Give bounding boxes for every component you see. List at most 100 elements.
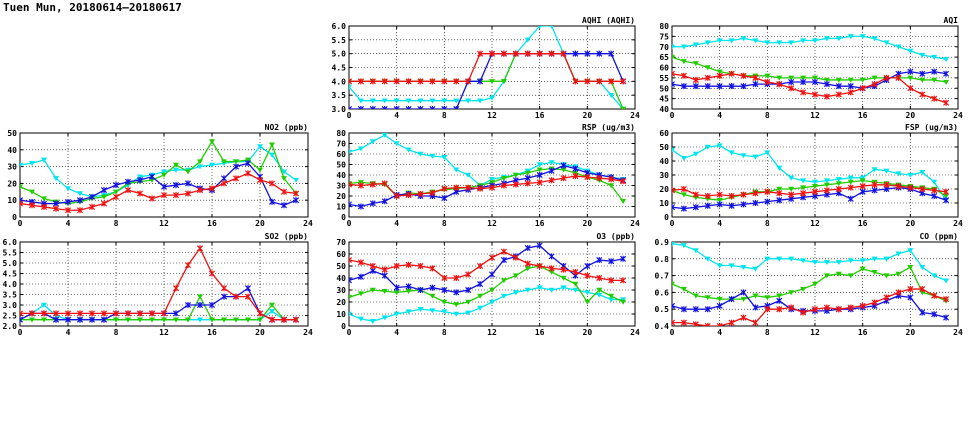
data-point — [692, 248, 699, 254]
data-point — [429, 98, 436, 104]
data-point — [184, 262, 192, 269]
y-tick-label: 50 — [336, 161, 346, 170]
data-point — [64, 310, 72, 317]
data-point — [536, 162, 543, 168]
data-point — [429, 293, 436, 299]
data-point — [788, 75, 795, 81]
data-point — [548, 269, 555, 275]
data-point — [357, 182, 364, 189]
data-point — [883, 294, 890, 301]
data-point — [608, 293, 615, 299]
x-tick-label: 24 — [630, 111, 640, 120]
data-point — [441, 105, 448, 109]
data-point — [776, 75, 783, 81]
data-point — [429, 105, 436, 109]
data-point — [716, 322, 723, 326]
data-point — [477, 185, 484, 192]
data-point — [692, 42, 699, 48]
data-point — [596, 256, 603, 264]
data-point — [417, 190, 424, 197]
data-point — [369, 78, 376, 85]
data-point — [620, 299, 627, 305]
x-tick-label: 0 — [670, 219, 675, 228]
data-point — [465, 286, 472, 294]
y-tick-label: 50 — [659, 84, 669, 93]
data-point — [584, 78, 591, 85]
data-point — [907, 294, 914, 301]
data-point — [764, 150, 771, 156]
data-point — [488, 271, 496, 278]
data-point — [728, 38, 735, 44]
y-tick-label: 75 — [659, 32, 669, 41]
data-point — [680, 44, 687, 50]
data-point — [776, 293, 783, 299]
data-point — [800, 178, 807, 184]
data-point — [477, 50, 484, 57]
data-point — [357, 291, 364, 297]
data-point — [148, 173, 156, 180]
x-tick-label: 12 — [487, 111, 497, 120]
data-point — [716, 201, 723, 208]
data-point — [608, 176, 615, 183]
data-point — [776, 197, 783, 204]
data-point — [88, 316, 96, 323]
data-point — [883, 273, 890, 279]
data-point — [907, 286, 914, 293]
data-point — [740, 72, 747, 79]
data-point — [871, 167, 878, 173]
data-point — [429, 189, 436, 196]
data-point — [512, 50, 519, 57]
data-point — [608, 277, 615, 284]
data-point — [453, 274, 460, 282]
data-point — [148, 310, 156, 317]
data-point — [136, 310, 144, 317]
y-tick-label: 30 — [7, 163, 17, 172]
data-point — [185, 317, 191, 323]
data-point — [393, 192, 400, 200]
series-line — [672, 186, 947, 210]
y-tick-label: 50 — [7, 129, 17, 138]
data-point — [112, 193, 120, 200]
data-point — [441, 154, 448, 160]
x-tick-label: 0 — [670, 328, 675, 337]
data-point — [381, 98, 388, 104]
data-point — [369, 200, 376, 207]
data-point — [280, 188, 288, 195]
x-tick-label: 8 — [442, 328, 447, 337]
data-point — [943, 79, 950, 85]
data-point — [907, 85, 914, 92]
data-point — [907, 184, 914, 191]
data-point — [776, 306, 783, 313]
data-point — [931, 192, 938, 200]
data-point — [692, 83, 699, 90]
data-point — [548, 160, 555, 166]
data-point — [293, 177, 299, 183]
y-tick-label: 2.5 — [3, 312, 18, 321]
data-point — [823, 273, 830, 279]
y-tick-label: 50 — [659, 143, 669, 152]
data-point — [620, 277, 627, 284]
data-point — [871, 36, 878, 42]
y-tick-label: 4.0 — [332, 77, 347, 86]
data-point — [800, 75, 807, 81]
data-point — [369, 181, 376, 188]
data-point — [608, 78, 615, 85]
data-point — [560, 275, 567, 281]
data-point — [137, 174, 143, 180]
data-point — [524, 180, 531, 187]
data-point — [847, 184, 854, 191]
data-point — [244, 170, 252, 177]
data-point — [728, 319, 735, 326]
data-point — [161, 317, 167, 323]
data-point — [269, 152, 275, 158]
series-line — [349, 286, 624, 322]
series-line — [20, 162, 297, 206]
data-point — [124, 178, 132, 185]
data-point — [220, 175, 228, 182]
data-point — [692, 191, 699, 198]
data-point — [672, 70, 676, 77]
data-point — [672, 147, 675, 153]
data-point — [704, 202, 711, 209]
y-tick-label: 0 — [341, 322, 346, 331]
